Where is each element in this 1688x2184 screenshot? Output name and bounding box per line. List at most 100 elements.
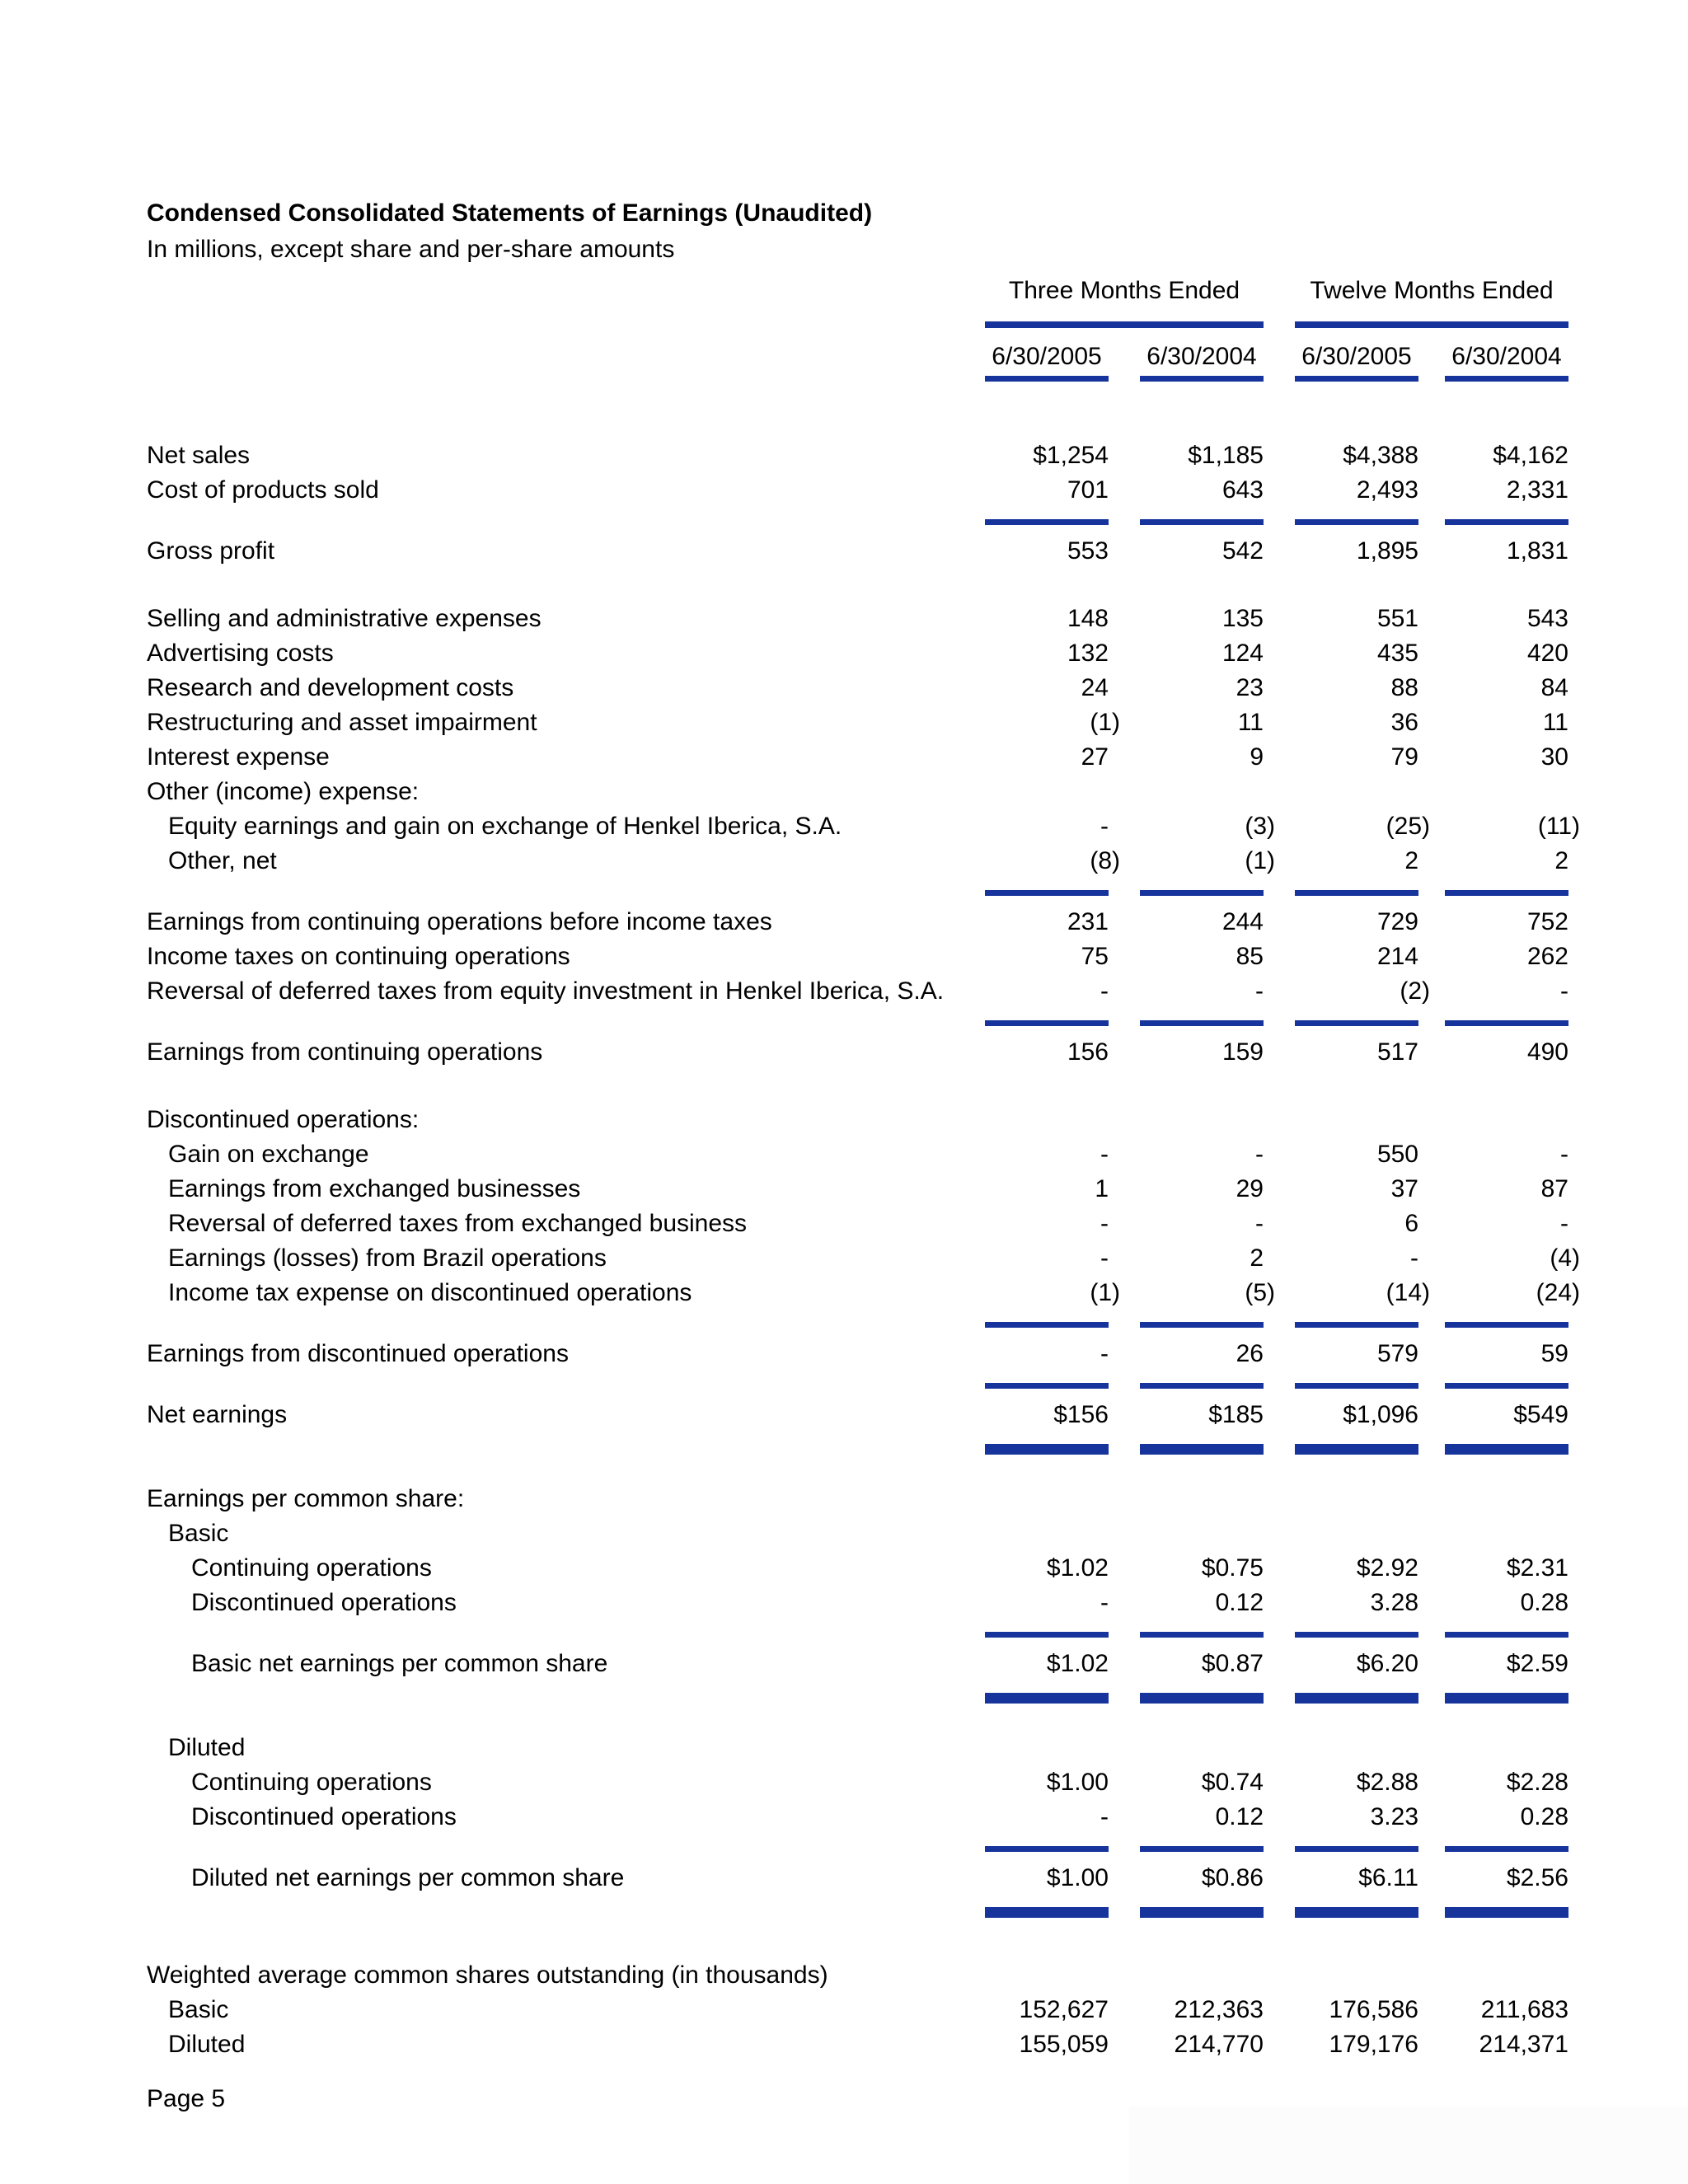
subtotal-rule — [1295, 1846, 1418, 1852]
row-label: Diluted — [168, 1734, 246, 1761]
value-cell: - — [1560, 1141, 1568, 1168]
value-cell: 85 — [1236, 943, 1264, 970]
period-group-header-three-months: Three Months Ended — [1008, 277, 1240, 304]
table-row: Gross profit 553 542 1,895 1,831 — [0, 534, 1688, 569]
value-cell: $1,185 — [1188, 442, 1264, 469]
value-cell: 553 — [1067, 537, 1109, 565]
value-cell: 11 — [1542, 709, 1568, 736]
section-gap — [0, 569, 1688, 602]
total-rule-row — [0, 1681, 1688, 1711]
subtotal-rule — [1445, 1632, 1568, 1638]
value-cell: 211,683 — [1480, 1996, 1568, 2023]
value-cell: 75 — [1081, 943, 1109, 970]
table-row: Selling and administrative expenses 148 13… — [0, 602, 1688, 636]
value-cell: - — [1255, 1141, 1264, 1168]
row-label: Discontinued operations — [191, 1803, 457, 1830]
value-cell: (4) — [1550, 1244, 1580, 1272]
value-cell: $0.75 — [1201, 1554, 1264, 1582]
statement-rows: Net sales $1,254 $1,185 $4,388 $4,162 Cost of… — [0, 438, 1688, 2062]
subtotal-rule — [1140, 1632, 1264, 1638]
total-rule — [985, 1444, 1109, 1455]
value-cell: (25) — [1386, 813, 1430, 840]
date-rule — [1295, 376, 1418, 382]
total-rule — [1445, 1907, 1568, 1918]
date-header: 6/30/2004 — [1451, 343, 1562, 370]
value-cell: - — [1100, 1210, 1109, 1237]
row-label: Continuing operations — [191, 1769, 432, 1796]
value-cell: $4,162 — [1493, 442, 1568, 469]
table-row: Other (income) expense: — [0, 775, 1688, 809]
value-cell: 551 — [1376, 605, 1418, 632]
row-label: Selling and administrative expenses — [147, 605, 542, 632]
subtotal-rule — [1295, 1632, 1418, 1638]
value-cell: 579 — [1376, 1340, 1418, 1367]
table-row: Basic — [0, 1516, 1688, 1551]
value-cell: 79 — [1390, 743, 1418, 771]
value-cell: 30 — [1540, 743, 1568, 771]
table-row: Income tax expense on discontinued opera… — [0, 1276, 1688, 1310]
value-cell: $1,096 — [1343, 1401, 1418, 1428]
subtotal-rule — [1140, 1020, 1264, 1026]
total-rule — [1295, 1444, 1418, 1455]
table-row: Diluted — [0, 1731, 1688, 1765]
value-cell: - — [1100, 977, 1109, 1005]
table-row: Continuing operations $1.00 $0.74 $2.88 $2.2… — [0, 1765, 1688, 1800]
row-label: Basic — [168, 1996, 229, 2023]
row-label: Gain on exchange — [168, 1141, 369, 1168]
row-label: Basic net earnings per common share — [191, 1650, 608, 1677]
value-cell: $0.87 — [1201, 1650, 1264, 1677]
table-row: Gain on exchange - - 550 - — [0, 1137, 1688, 1172]
row-label: Income tax expense on discontinued opera… — [168, 1279, 692, 1306]
value-cell: 148 — [1067, 605, 1109, 632]
table-row: Basic net earnings per common share $1.02… — [0, 1647, 1688, 1681]
row-label: Reversal of deferred taxes from exchange… — [168, 1210, 748, 1237]
row-label: Earnings from continuing operations befo… — [147, 908, 772, 935]
value-cell: - — [1560, 977, 1568, 1005]
value-cell: 214,371 — [1479, 2031, 1568, 2058]
table-row: Discontinued operations: — [0, 1103, 1688, 1137]
value-cell: 1 — [1095, 1175, 1109, 1202]
table-row: Basic 152,627 212,363 176,586 211,683 — [0, 1993, 1688, 2027]
value-cell: 729 — [1376, 908, 1418, 935]
value-cell: 643 — [1221, 476, 1264, 504]
value-cell: (1) — [1090, 1279, 1120, 1306]
row-label: Advertising costs — [147, 640, 334, 667]
table-row: Restructuring and asset impairment (1) 11 3… — [0, 705, 1688, 740]
value-cell: $4,388 — [1343, 442, 1418, 469]
value-cell: 26 — [1236, 1340, 1264, 1367]
table-row: Reversal of deferred taxes from exchange… — [0, 1207, 1688, 1241]
section-gap — [0, 1070, 1688, 1103]
value-cell: $0.86 — [1201, 1864, 1264, 1891]
value-cell: 59 — [1540, 1340, 1568, 1367]
row-label: Earnings from discontinued operations — [147, 1340, 569, 1367]
table-row: Other, net (8) (1) 2 2 — [0, 844, 1688, 879]
row-label: Weighted average common shares outstandi… — [147, 1961, 828, 1989]
subtotal-rule — [1295, 1322, 1418, 1328]
value-cell: $2.28 — [1506, 1769, 1568, 1796]
value-cell: 6 — [1404, 1210, 1418, 1237]
value-cell: 0.28 — [1520, 1803, 1568, 1830]
total-rule-row — [0, 1896, 1688, 1925]
background-tint — [1129, 2107, 1688, 2184]
section-gap — [0, 1925, 1688, 1958]
value-cell: 152,627 — [1019, 1996, 1109, 2023]
row-label: Restructuring and asset impairment — [147, 709, 537, 736]
row-label: Net sales — [147, 442, 251, 469]
value-cell: 701 — [1067, 476, 1109, 504]
value-cell: 29 — [1236, 1175, 1264, 1202]
value-cell: 2 — [1404, 847, 1418, 874]
footer-spacer — [0, 2062, 1688, 2082]
value-cell: $185 — [1208, 1401, 1264, 1428]
value-cell: $2.88 — [1356, 1769, 1418, 1796]
period-group-rule-row — [0, 308, 1688, 340]
row-label: Cost of products sold — [147, 476, 379, 504]
total-rule — [1295, 1693, 1418, 1704]
date-header-row: 6/30/2005 6/30/2004 6/30/2005 6/30/2004 — [0, 340, 1688, 374]
value-cell: 84 — [1540, 674, 1568, 701]
row-label: Earnings from exchanged businesses — [168, 1175, 581, 1202]
value-cell: 88 — [1390, 674, 1418, 701]
value-cell: 9 — [1250, 743, 1264, 771]
row-label: Discontinued operations: — [147, 1106, 420, 1133]
subtotal-rule — [1295, 1020, 1418, 1026]
table-row: Discontinued operations - 0.12 3.28 0.28 — [0, 1586, 1688, 1620]
